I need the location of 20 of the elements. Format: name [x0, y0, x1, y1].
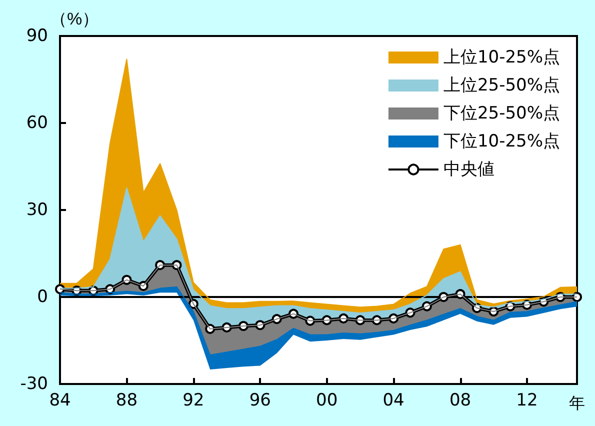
- x-axis-title: 年: [569, 396, 585, 412]
- legend-label: 上位25-50%点: [443, 76, 560, 96]
- x-tick-label: 92: [182, 390, 204, 410]
- x-tick-label: 00: [316, 390, 338, 410]
- x-tick-label: 96: [249, 390, 271, 410]
- y-tick-label: 0: [37, 287, 48, 307]
- x-tick-label: 88: [116, 390, 138, 410]
- legend-label: 下位10-25%点: [443, 132, 560, 152]
- legend-label: 下位25-50%点: [443, 104, 560, 124]
- x-tick-label: 08: [449, 390, 472, 410]
- y-tick-label: 90: [26, 26, 48, 46]
- y-axis-title: （%）: [50, 10, 100, 29]
- y-tick-label: -30: [20, 374, 48, 394]
- x-tick-label: 84: [49, 390, 71, 410]
- x-tick-label: 12: [516, 390, 538, 410]
- x-tick-label: 04: [382, 390, 404, 410]
- y-tick-label: 60: [26, 113, 48, 133]
- y-tick-label: 30: [26, 200, 48, 220]
- legend-label: 上位10-25%点: [443, 48, 560, 68]
- legend-label: 中央値: [443, 160, 494, 180]
